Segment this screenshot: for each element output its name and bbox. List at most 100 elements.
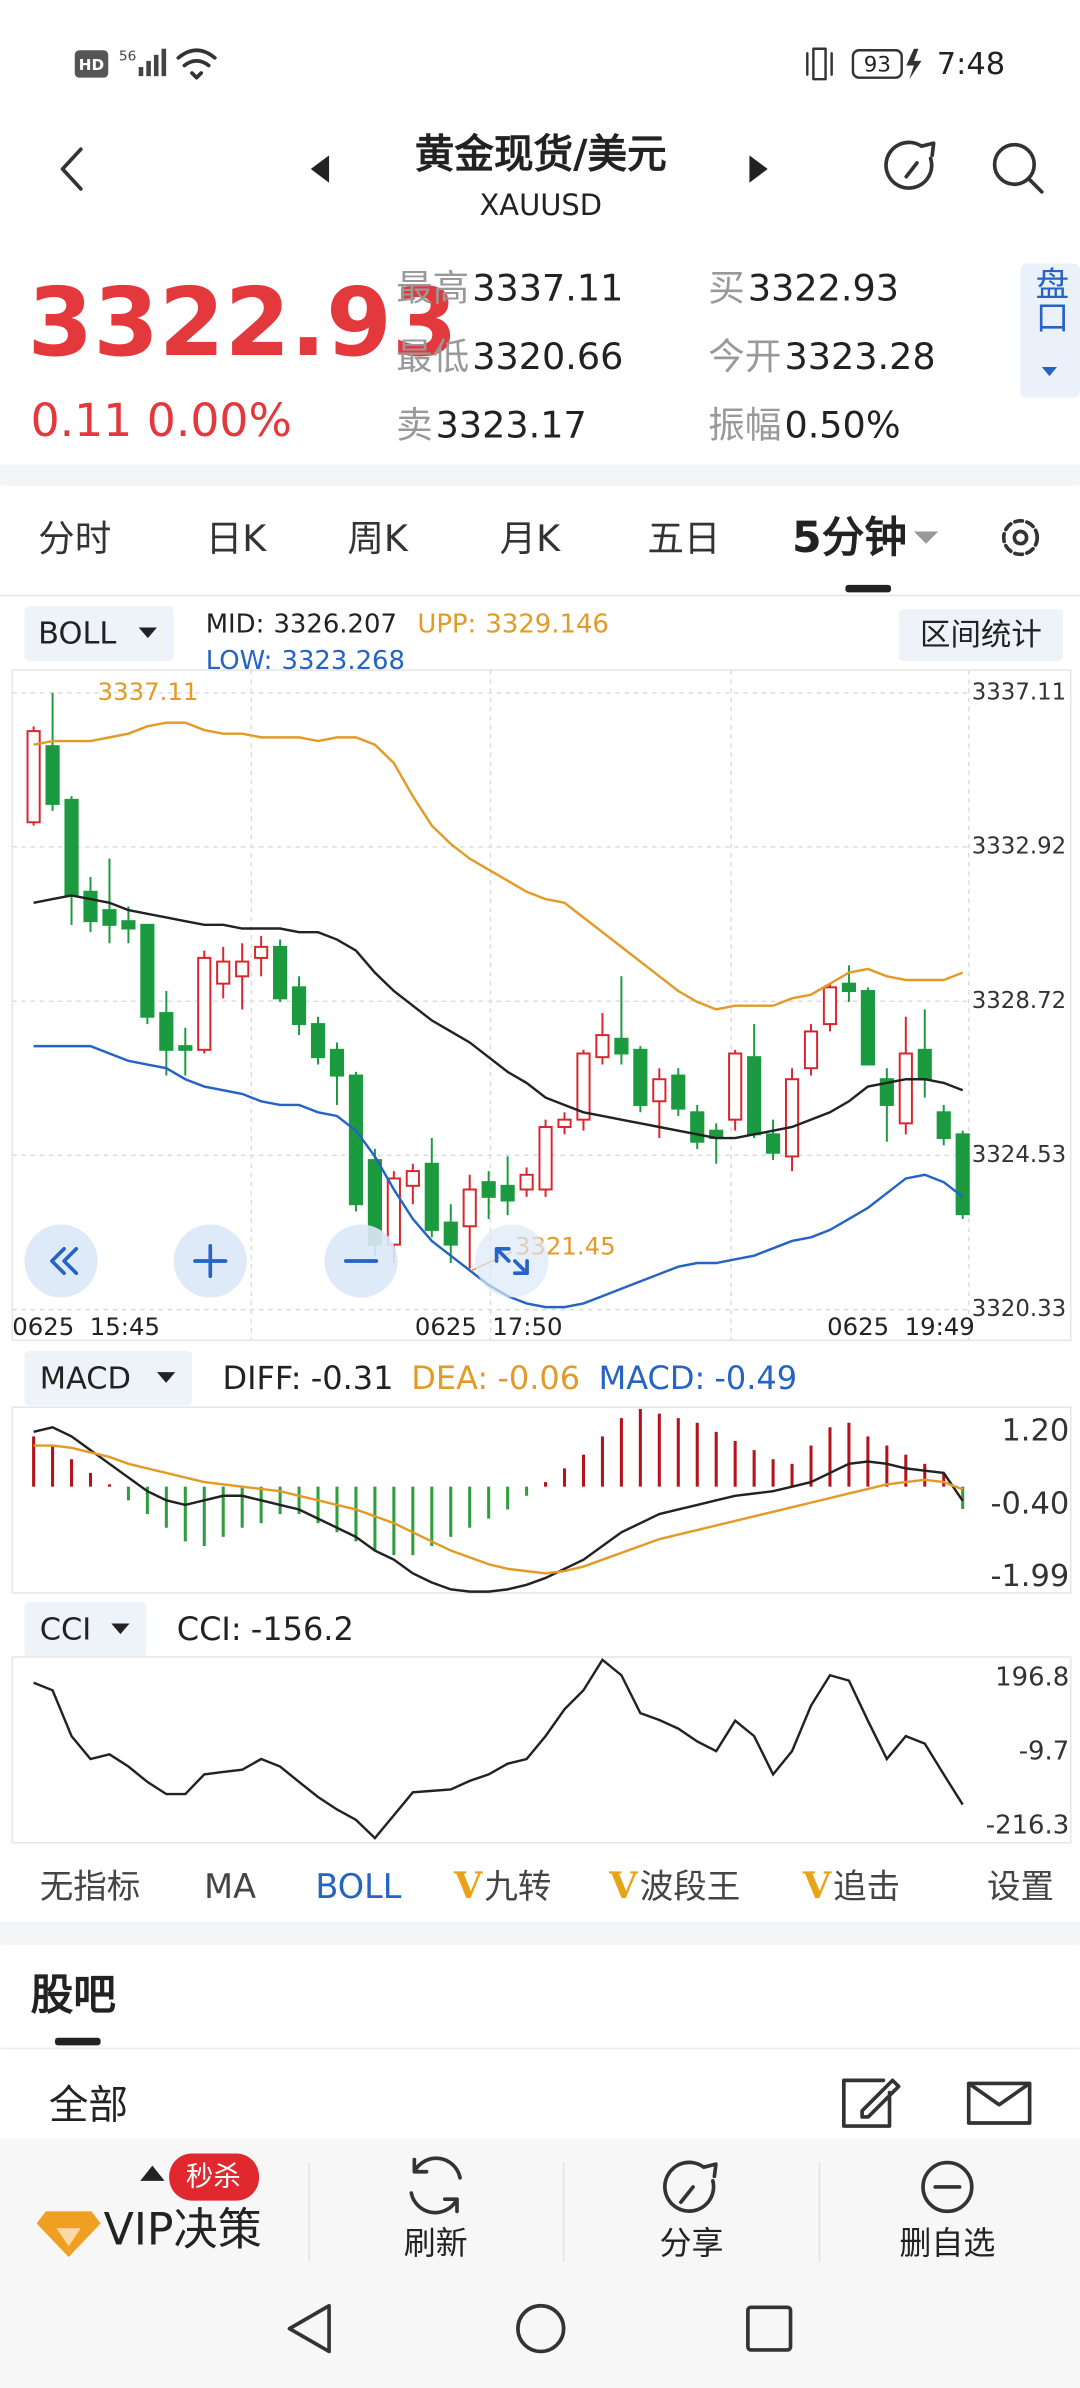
stat-value: 3323.17 <box>436 403 587 446</box>
side-tab-text: 盘口 <box>1030 267 1069 334</box>
legend-value: 3323.268 <box>282 645 405 675</box>
y-tick-label: 3324.53 <box>972 1142 1066 1168</box>
message-button[interactable] <box>966 2081 1032 2125</box>
search-button[interactable] <box>992 142 1044 194</box>
legend-name: CCI: <box>177 1610 242 1648</box>
last-price: 3322.93 <box>28 268 458 378</box>
candle-body <box>348 1074 364 1206</box>
nav-back[interactable] <box>287 2303 331 2354</box>
nav-recents[interactable] <box>746 2305 793 2352</box>
remove-icon <box>921 2160 974 2214</box>
wifi-icon <box>176 48 217 80</box>
candle-body <box>102 909 117 926</box>
macd-frame <box>11 1406 1072 1594</box>
range-stats-button[interactable] <box>898 609 1064 661</box>
candle-body <box>652 1078 667 1103</box>
price-change: 0.11 0.00% <box>31 394 292 447</box>
vip-arrow <box>140 2165 165 2181</box>
nav-home[interactable] <box>516 2303 566 2354</box>
candle-body <box>273 945 288 1000</box>
indicator-tab[interactable]: 九转 <box>484 1867 551 1906</box>
candle-body <box>879 1078 894 1106</box>
stat-label: 卖 <box>396 403 433 446</box>
tab-badge: V <box>453 1864 483 1907</box>
zoom-in-button[interactable] <box>173 1224 247 1298</box>
candle-body <box>860 990 875 1066</box>
candle-body <box>64 798 79 897</box>
candle-body <box>803 1030 819 1070</box>
indicator-tab[interactable]: 设置 <box>987 1867 1054 1906</box>
indicator-tab[interactable]: 追击 <box>833 1867 900 1906</box>
period-tab[interactable]: 分时 <box>38 517 111 560</box>
period-tab[interactable]: 五日 <box>647 517 720 560</box>
remove-watchlist-button[interactable]: 删自选 <box>899 2224 995 2262</box>
indicator-tabs: 无指标 MA BOLL V 九转 V 波段王 V 追击 设置 <box>40 1858 1080 1919</box>
dropdown-arrow <box>156 1372 176 1383</box>
x-tick-label: 0625 15:45 <box>12 1312 160 1341</box>
indicator-tab[interactable]: BOLL <box>315 1867 401 1906</box>
bar-dividers <box>308 2162 821 2262</box>
period-tab[interactable]: 月K <box>500 517 562 560</box>
stat-label: 买 <box>708 266 745 309</box>
vibrate-icon <box>806 47 833 81</box>
period-tab[interactable]: 日K <box>206 517 268 560</box>
legend-value: 3326.207 <box>273 609 396 639</box>
separator <box>0 1921 1080 1945</box>
legend-item: MACD: -0.49 <box>599 1359 797 1397</box>
separator <box>0 464 1080 486</box>
tab-arrow <box>913 531 939 544</box>
charge-icon <box>906 48 922 80</box>
indicator-tab[interactable]: 无指标 <box>40 1867 140 1906</box>
x-tick-label: 0625 17:50 <box>415 1312 563 1341</box>
legend-name: MACD: <box>599 1359 706 1397</box>
forum-filter[interactable]: 全部 <box>49 2082 128 2128</box>
quote-stat: 最高 3337.11 <box>396 266 623 309</box>
tab-mask <box>921 1858 1080 1919</box>
vip-button[interactable]: VIP决策 <box>104 2205 262 2256</box>
refresh-button[interactable]: 刷新 <box>404 2224 468 2262</box>
battery <box>851 49 903 79</box>
scroll-left-button[interactable] <box>24 1224 98 1298</box>
zoom-out-button[interactable] <box>324 1224 398 1298</box>
prev-button[interactable] <box>310 155 330 183</box>
vertical-grid <box>250 670 970 1341</box>
candle-body <box>291 986 307 1026</box>
side-tab[interactable] <box>1020 263 1080 398</box>
candle-body <box>121 920 136 930</box>
x-tick-label: 0625 19:49 <box>827 1312 975 1341</box>
flash-sale-text: 秒杀 <box>186 2161 241 2192</box>
main-chart-frame <box>11 669 1072 1341</box>
refresh-share-icon[interactable] <box>884 140 936 190</box>
indicator-tab[interactable]: MA <box>204 1867 256 1906</box>
signal-icon <box>138 48 167 77</box>
share-button[interactable]: 分享 <box>660 2224 724 2262</box>
period-tab[interactable]: 5分钟 <box>792 513 907 563</box>
stat-value: 3337.11 <box>472 266 623 309</box>
post-button[interactable] <box>842 2078 901 2128</box>
flash-sale-badge <box>169 2153 260 2201</box>
y-tick-label: 1.20 <box>1001 1413 1069 1448</box>
back-button[interactable] <box>60 147 83 191</box>
indicator-line <box>33 1658 964 1840</box>
fullscreen-button[interactable] <box>475 1224 549 1298</box>
next-button[interactable] <box>749 155 768 183</box>
sub1-indicator-text: MACD <box>40 1361 131 1396</box>
y-tick-label: 3328.72 <box>972 988 1066 1014</box>
max-annotation: 3337.11 <box>98 677 199 706</box>
sub2-indicator-select[interactable] <box>24 1602 147 1657</box>
y-tick-label: -1.99 <box>990 1559 1069 1594</box>
settings-button[interactable] <box>1001 519 1040 557</box>
period-tab[interactable]: 周K <box>347 517 409 560</box>
candle-body <box>45 745 60 805</box>
indicator-tab[interactable]: 波段王 <box>640 1867 740 1906</box>
stat-label: 最低 <box>396 334 469 377</box>
sub1-indicator-select[interactable] <box>24 1350 193 1406</box>
candle-body <box>841 982 857 992</box>
candle-body <box>235 960 250 978</box>
macd-line <box>33 1426 964 1593</box>
legend-item: MID: 3326.207 <box>206 609 397 639</box>
main-indicator-text: BOLL <box>38 617 116 652</box>
main-indicator-select[interactable] <box>24 606 174 661</box>
